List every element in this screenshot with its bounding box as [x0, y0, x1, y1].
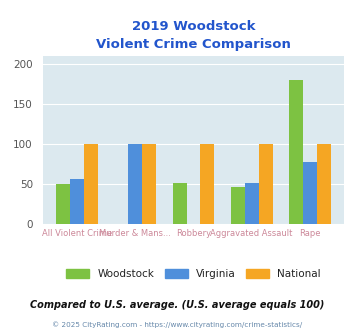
Bar — [70, 179, 84, 224]
Text: © 2025 CityRating.com - https://www.cityrating.com/crime-statistics/: © 2025 CityRating.com - https://www.city… — [53, 322, 302, 328]
Bar — [129, 144, 142, 224]
Bar — [303, 162, 317, 224]
Bar — [245, 183, 258, 224]
Bar — [173, 183, 186, 224]
Bar — [142, 144, 156, 224]
Bar — [289, 80, 303, 224]
Bar — [258, 144, 273, 224]
Legend: Woodstock, Virginia, National: Woodstock, Virginia, National — [62, 265, 325, 283]
Bar — [201, 144, 214, 224]
Bar — [56, 184, 70, 224]
Bar — [231, 187, 245, 224]
Bar — [317, 144, 331, 224]
Bar — [84, 144, 98, 224]
Text: Compared to U.S. average. (U.S. average equals 100): Compared to U.S. average. (U.S. average … — [30, 300, 325, 310]
Title: 2019 Woodstock
Violent Crime Comparison: 2019 Woodstock Violent Crime Comparison — [96, 20, 291, 51]
